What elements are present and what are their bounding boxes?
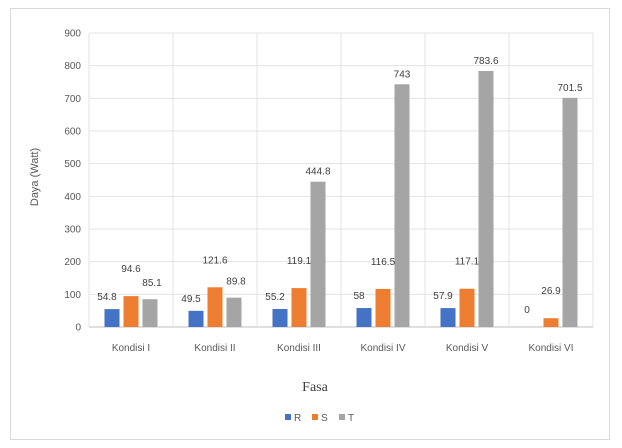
y-tick-label: 0	[75, 323, 81, 334]
y-tick-label: 200	[64, 257, 81, 268]
bar-R-5	[440, 308, 456, 327]
bar-S-1	[123, 296, 139, 327]
data-label-S: 119.1	[287, 256, 312, 267]
x-tick-label: Kondisi II	[194, 343, 235, 354]
data-label-T: 701.5	[557, 83, 582, 94]
data-label-R: 58	[353, 291, 365, 302]
bar-T-2	[226, 297, 242, 327]
chart-frame: 0 100 200 300 400 500 600 700 800 900 54.8 94.6 85.…	[10, 8, 610, 440]
bar-S-3	[291, 288, 307, 327]
y-tick-label: 400	[64, 192, 81, 203]
data-label-S: 26.9	[541, 286, 561, 297]
bars	[104, 71, 578, 328]
data-label-R: 57.9	[433, 291, 453, 302]
data-label-T: 89.8	[226, 277, 246, 288]
y-tick-label: 600	[64, 127, 81, 138]
bar-T-3	[310, 181, 326, 327]
data-label-R: 54.8	[97, 292, 117, 303]
x-tick-label: Kondisi IV	[360, 343, 405, 354]
bar-T-4	[394, 84, 410, 327]
bar-R-4	[356, 308, 372, 327]
data-label-S: 94.6	[121, 264, 141, 275]
x-tick-label: Kondisi V	[446, 343, 489, 354]
x-tick-label: Kondisi I	[112, 343, 150, 354]
bar-R-3	[272, 308, 288, 327]
x-tick-label: Kondisi VI	[528, 343, 573, 354]
data-label-T: 85.1	[142, 278, 162, 289]
data-label-S: 121.6	[202, 255, 227, 266]
data-label-R: 49.5	[181, 294, 201, 305]
x-axis-ticks: Kondisi I Kondisi II Kondisi III Kondisi IV…	[112, 343, 574, 354]
y-tick-label: 700	[64, 94, 81, 105]
y-tick-label: 100	[64, 290, 81, 301]
legend-label-S: S	[321, 413, 328, 424]
y-tick-label: 500	[64, 159, 81, 170]
legend-swatch-S	[312, 414, 318, 420]
x-axis-title: Fasa	[302, 380, 328, 395]
y-tick-label: 800	[64, 61, 81, 72]
data-label-T: 444.8	[305, 167, 330, 178]
data-label-R: 55.2	[265, 292, 285, 303]
bar-chart: 0 100 200 300 400 500 600 700 800 900 54.8 94.685.…	[29, 29, 594, 424]
gridlines	[88, 32, 594, 328]
y-tick-label: 300	[64, 225, 81, 236]
bar-S-5	[459, 288, 475, 327]
legend: R S T	[285, 413, 354, 424]
legend-label-T: T	[348, 413, 354, 424]
bar-T-1	[142, 299, 158, 327]
data-labels: 54.8 94.685.1 49.5 121.6 89.8 55.2 119.1 444.8 5…	[97, 56, 583, 316]
legend-label-R: R	[294, 413, 301, 424]
bar-S-6	[543, 318, 559, 327]
data-label-T: 743	[394, 69, 411, 80]
bar-T-6	[562, 97, 578, 328]
y-axis-title: Daya (Watt)	[29, 148, 41, 206]
bar-R-1	[104, 309, 120, 327]
bar-T-5	[478, 71, 494, 327]
bar-S-4	[375, 288, 391, 327]
data-label-R: 0	[524, 305, 530, 316]
y-tick-label: 900	[64, 29, 81, 40]
bar-R-2	[188, 310, 204, 327]
y-axis-ticks: 0 100 200 300 400 500 600 700 800 900	[64, 29, 81, 334]
legend-swatch-T	[339, 414, 345, 420]
bar-S-2	[207, 287, 223, 327]
data-label-T: 783.6	[473, 56, 498, 67]
data-label-S: 116.5	[371, 257, 396, 268]
data-label-S: 117.1	[455, 257, 480, 268]
legend-swatch-R	[285, 414, 291, 420]
x-tick-label: Kondisi III	[277, 343, 321, 354]
